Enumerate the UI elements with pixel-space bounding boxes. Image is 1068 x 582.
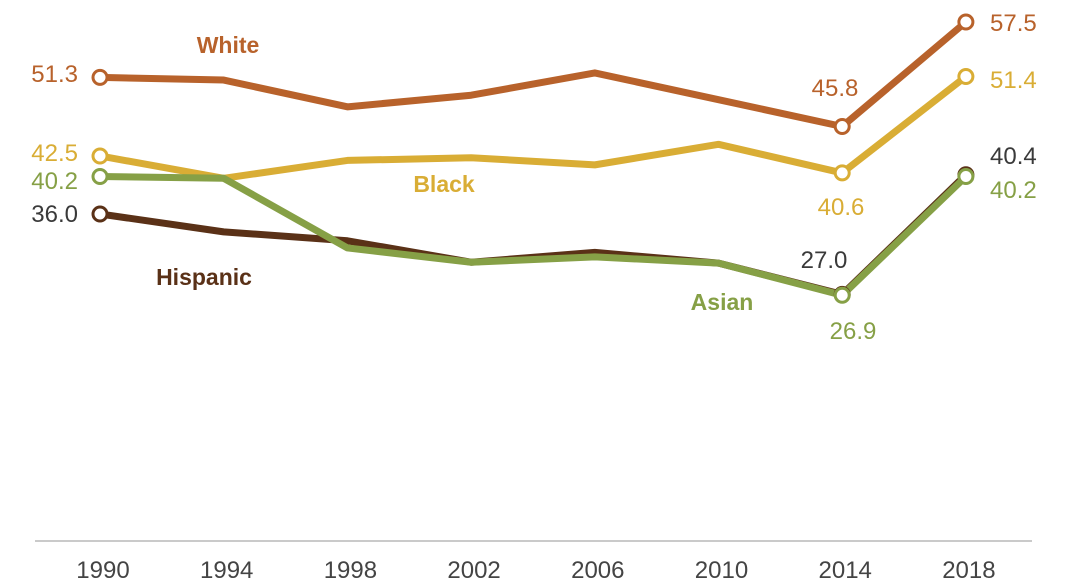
hispanic-value-label-first: 36.0 [31,201,78,228]
series-lines [96,18,970,299]
x-tick-label-1994: 1994 [200,557,253,582]
asian-value-label-last: 40.2 [990,177,1037,204]
black-value-label-first: 42.5 [31,140,78,167]
black-marker-1990 [91,147,109,165]
asian-marker-1990 [91,167,109,185]
x-tick-label-2018: 2018 [942,557,995,582]
series-line-asian [96,172,970,299]
x-tick-label-1990: 1990 [76,557,129,582]
asian-marker-2018 [957,167,975,185]
x-tick-label-2006: 2006 [571,557,624,582]
x-tick-label-1998: 1998 [324,557,377,582]
black-marker-2018 [957,67,975,85]
white-value-label-low: 45.8 [812,75,859,102]
x-tick-label-2014: 2014 [819,557,872,582]
asian-value-label-low: 26.9 [830,318,877,345]
black-value-label-last: 51.4 [990,67,1037,94]
white-value-label-first: 51.3 [31,61,78,88]
white-marker-2018 [957,13,975,31]
series-line-black [96,72,970,182]
value-labels: 51.3 45.8 57.5 42.5 40.6 51.4 36.0 27.0 40.4 40.2… [31,10,1036,345]
series-label-black: Black [413,171,475,197]
white-value-label-last: 57.5 [990,10,1037,37]
x-axis-ticks: 1990 1994 1998 2002 2006 2010 2014 2018 [76,557,995,582]
series-label-white: White [197,32,260,58]
series-label-hispanic: Hispanic [156,264,252,290]
x-tick-label-2002: 2002 [447,557,500,582]
black-marker-2014 [833,164,851,182]
black-value-label-low: 40.6 [818,194,865,221]
series-labels: White Black Hispanic Asian [156,32,753,315]
x-tick-label-2010: 2010 [695,557,748,582]
hispanic-value-label-low: 27.0 [801,247,848,274]
hispanic-marker-1990 [91,205,109,223]
white-marker-1990 [91,68,109,86]
series-line-white [96,18,970,130]
asian-value-label-first: 40.2 [31,168,78,195]
hispanic-value-label-last: 40.4 [990,143,1037,170]
end-markers [91,13,975,304]
white-marker-2014 [833,117,851,135]
series-label-asian: Asian [691,289,754,315]
asian-marker-2014 [833,286,851,304]
